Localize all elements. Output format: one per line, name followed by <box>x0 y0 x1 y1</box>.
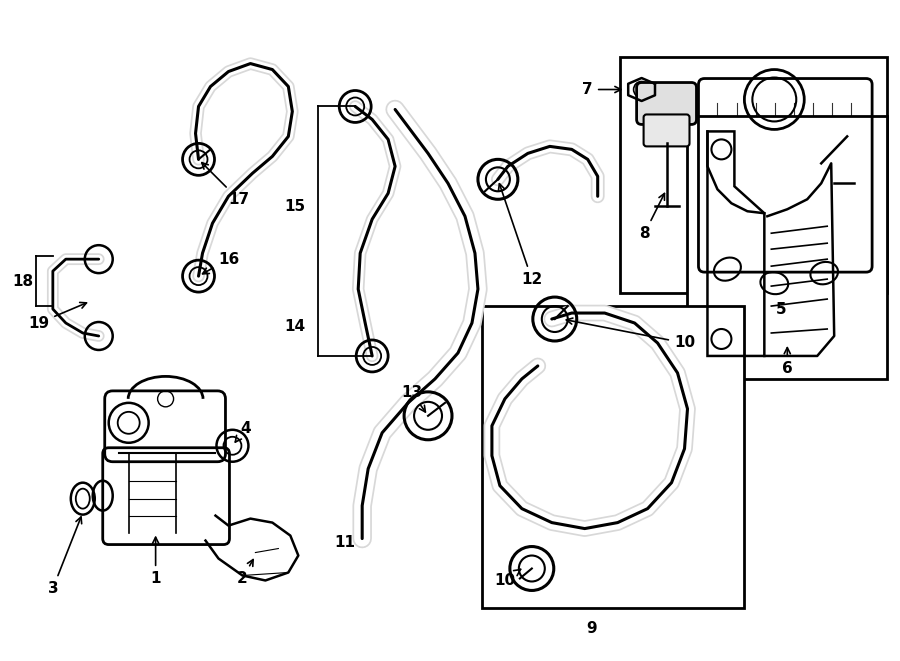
Text: 6: 6 <box>782 348 793 376</box>
Text: 9: 9 <box>587 621 597 636</box>
Bar <box>619 57 887 293</box>
Text: 12: 12 <box>499 184 543 287</box>
Text: 4: 4 <box>235 421 251 442</box>
Text: 14: 14 <box>284 319 306 334</box>
Text: 3: 3 <box>48 517 82 596</box>
Text: 11: 11 <box>335 535 356 550</box>
Text: 18: 18 <box>13 274 33 289</box>
Text: 10: 10 <box>494 569 521 588</box>
Text: 7: 7 <box>582 82 621 97</box>
Text: 19: 19 <box>28 303 86 330</box>
FancyBboxPatch shape <box>636 83 697 124</box>
Text: 16: 16 <box>202 252 239 274</box>
Text: 13: 13 <box>401 385 426 412</box>
Text: 8: 8 <box>639 194 664 241</box>
Text: 15: 15 <box>284 199 306 214</box>
Bar <box>688 116 887 379</box>
Text: 10: 10 <box>566 318 695 350</box>
Text: 5: 5 <box>776 301 787 317</box>
Text: 2: 2 <box>237 560 253 586</box>
Bar <box>482 306 744 608</box>
Text: 17: 17 <box>202 163 249 207</box>
FancyBboxPatch shape <box>644 114 689 146</box>
Text: 1: 1 <box>150 537 161 586</box>
